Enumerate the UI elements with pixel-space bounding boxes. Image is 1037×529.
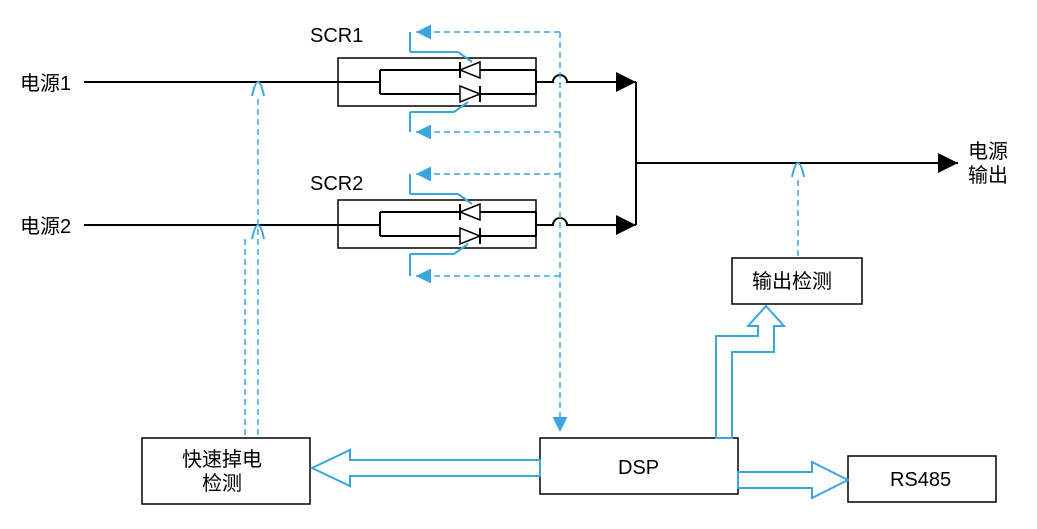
power2-label: 电源2 [20, 215, 71, 238]
fast-drop-label-a: 快速掉电 [182, 448, 262, 471]
output-label-b: 输出 [968, 164, 1008, 187]
power1-label: 电源1 [20, 72, 71, 95]
wire-scr2-out [536, 218, 636, 225]
wire-scr1-out [536, 75, 636, 82]
ct1-icon [252, 82, 264, 96]
block-arrow-right-icon [738, 462, 848, 498]
dsp-label: DSP [618, 457, 659, 479]
out-detect-label: 输出检测 [752, 270, 832, 293]
scr1-label: SCR1 [310, 25, 363, 47]
rs485-label: RS485 [890, 469, 951, 491]
scr2-label: SCR2 [310, 173, 363, 195]
fast-drop-label-b: 检测 [202, 472, 242, 495]
ct-out-icon [792, 163, 804, 177]
block-arrow-left-icon [312, 450, 540, 486]
output-label-a: 电源 [968, 140, 1008, 163]
block-arrow-up-icon [716, 306, 784, 438]
